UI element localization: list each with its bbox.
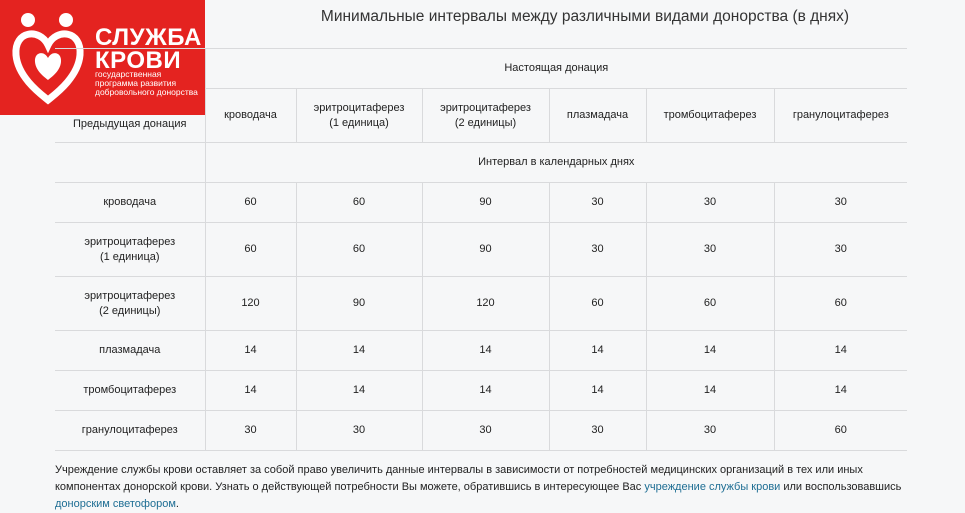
column-header-line: плазмадача xyxy=(566,109,629,121)
column-header: плазмадача xyxy=(548,88,646,143)
interval-cell: 60 xyxy=(548,276,646,331)
table-row: кроводача эритроцитаферез (1 единица) эритр… xyxy=(55,88,908,143)
interval-cell: 14 xyxy=(421,370,549,411)
row-label-line: тромбоцитаферез xyxy=(83,384,177,396)
row-label-line: плазмадача xyxy=(99,344,161,356)
interval-table: Предыдущая донация Настоящая донация крово… xyxy=(55,48,908,451)
row-label-line: (1 единица) xyxy=(99,250,160,263)
interval-cell: 60 xyxy=(204,182,296,223)
column-header: эритроцитаферез (2 единицы) xyxy=(421,88,549,143)
page: СЛУЖБА КРОВИ государственная программа раз… xyxy=(0,0,908,510)
table-row: тромбоцитаферез 14 14 14 14 14 14 xyxy=(55,370,908,411)
column-header: эритроцитаферез (1 единица) xyxy=(295,88,422,143)
interval-cell: 120 xyxy=(204,276,296,331)
interval-cell: 30 xyxy=(204,410,296,451)
row-label-line: эритроцитаферез xyxy=(84,289,176,302)
interval-cell: 30 xyxy=(773,182,908,223)
row-label-line: гранулоцитаферез xyxy=(81,424,178,436)
interval-cell: 14 xyxy=(645,370,774,411)
row-label-line: (2 единицы) xyxy=(99,304,161,317)
interval-cell: 60 xyxy=(773,410,908,451)
interval-cell: 30 xyxy=(645,410,774,451)
column-header-line: эритроцитаферез xyxy=(440,101,531,114)
interval-cell: 30 xyxy=(773,222,908,277)
interval-cell: 14 xyxy=(645,330,774,371)
column-header: гранулоцитаферез xyxy=(773,88,908,143)
table-row: гранулоцитаферез 30 30 30 30 30 60 xyxy=(55,410,908,451)
column-header-line: кроводача xyxy=(224,109,277,121)
interval-cell: 120 xyxy=(421,276,549,331)
table-row: эритроцитаферез (2 единицы) 120 90 120 60 60 60 xyxy=(55,276,908,331)
interval-cell: 14 xyxy=(295,330,422,371)
table-row: плазмадача 14 14 14 14 14 14 xyxy=(55,330,908,371)
interval-cell: 30 xyxy=(548,410,646,451)
row-label: тромбоцитаферез xyxy=(55,370,205,411)
footnote-link[interactable]: учреждение службы крови xyxy=(644,481,781,493)
interval-cell: 60 xyxy=(295,182,422,223)
interval-cell: 14 xyxy=(204,330,296,371)
interval-cell: 14 xyxy=(773,370,908,411)
row-label: эритроцитаферез (2 единицы) xyxy=(55,276,205,331)
table-row: Предыдущая донация Настоящая донация xyxy=(55,48,908,143)
row-label-line: кроводача xyxy=(103,196,157,208)
previous-header: Предыдущая донация xyxy=(55,48,205,143)
interval-cell: 30 xyxy=(645,182,774,223)
logo-name-line: СЛУЖБА xyxy=(95,24,202,51)
interval-cell: 90 xyxy=(421,222,549,277)
row-label: гранулоцитаферез xyxy=(55,410,205,451)
interval-cell: 14 xyxy=(548,330,646,371)
interval-cell: 60 xyxy=(773,276,908,331)
footnote-text: Учреждение службы крови оставляет за соб… xyxy=(55,464,863,493)
interval-cell: 14 xyxy=(204,370,296,411)
interval-cell: 30 xyxy=(548,222,646,277)
row-label-line: эритроцитаферез xyxy=(84,235,176,248)
row-label: плазмадача xyxy=(55,330,205,371)
page-title: Минимальные интервалы между различными в… xyxy=(320,8,850,25)
column-header-line: (2 единицы) xyxy=(454,116,517,129)
interval-cell: 14 xyxy=(548,370,646,411)
interval-cell: 60 xyxy=(295,222,422,277)
interval-cell: 14 xyxy=(421,330,549,371)
interval-cell: 30 xyxy=(421,410,549,451)
footnote-text: или воспользовавшись xyxy=(780,481,902,493)
interval-cell: 14 xyxy=(773,330,908,371)
column-header-line: гранулоцитаферез xyxy=(792,109,889,121)
interval-cell: 90 xyxy=(421,182,549,223)
row-label: эритроцитаферез (1 единица) xyxy=(55,222,205,277)
empty-cell xyxy=(55,142,205,183)
footnote: Учреждение службы крови оставляет за соб… xyxy=(55,462,915,513)
column-header-line: (1 единица) xyxy=(329,116,389,129)
current-header: Настоящая донация xyxy=(204,48,908,89)
column-header-line: тромбоцитаферез xyxy=(663,109,757,121)
interval-header: Интервал в календарных днях xyxy=(204,142,908,183)
interval-cell: 30 xyxy=(295,410,422,451)
interval-cell: 90 xyxy=(295,276,422,331)
table-row: кроводача 60 60 90 30 30 30 xyxy=(55,182,908,223)
table-row: Интервал в календарных днях xyxy=(55,142,908,183)
interval-cell: 14 xyxy=(295,370,422,411)
column-header-line: эритроцитаферез xyxy=(313,101,405,114)
row-label: кроводача xyxy=(55,182,205,223)
table-row: эритроцитаферез (1 единица) 60 60 90 30 30 30 xyxy=(55,222,908,277)
logo-icon xyxy=(12,13,84,105)
interval-cell: 30 xyxy=(645,222,774,277)
interval-cell: 60 xyxy=(645,276,774,331)
column-header: кроводача xyxy=(204,88,296,143)
column-header: тромбоцитаферез xyxy=(645,88,774,143)
interval-cell: 60 xyxy=(204,222,296,277)
interval-cell: 30 xyxy=(548,182,646,223)
